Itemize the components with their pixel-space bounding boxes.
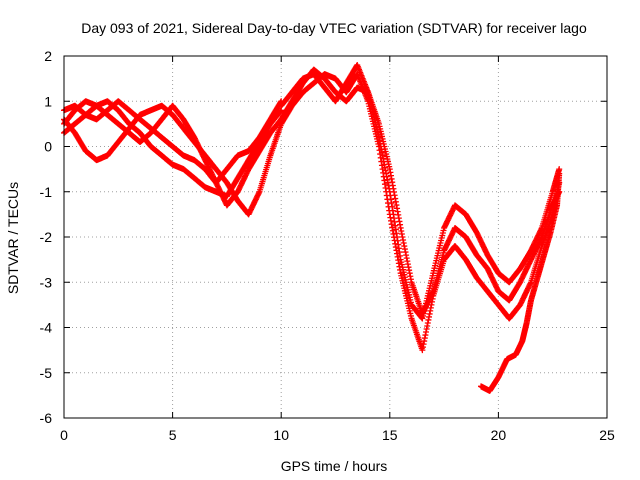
x-tick-label: 25 [599,427,615,443]
plot-frame [63,55,608,419]
x-tick-label: 10 [273,427,289,443]
x-axis-label: GPS time / hours [281,458,388,474]
y-tick-label: -2 [40,229,53,245]
series-track-d [61,98,285,209]
series-track-f [278,62,563,322]
series-layer [61,62,563,394]
x-tick-label: 15 [382,427,398,443]
series-track-b [61,102,285,218]
x-tick-label: 20 [491,427,507,443]
chart-title: Day 093 of 2021, Sidereal Day-to-day VTE… [81,20,587,36]
y-tick-label: -6 [40,410,53,426]
y-tick-label: 2 [44,48,52,64]
tick-layer: 0 5 10 15 20 25 -6 -5 -4 -3 -2 -1 0 1 2 [40,48,615,443]
x-tick-label: 0 [60,427,68,443]
y-tick-label: -3 [40,274,53,290]
data-point-marker [556,170,563,177]
y-tick-label: -5 [40,365,53,381]
y-tick-label: 1 [44,93,52,109]
series-track-h [478,170,563,394]
y-tick-label: -1 [40,184,53,200]
y-axis-label: SDTVAR / TECUs [5,182,21,294]
y-tick-label: -4 [40,320,53,336]
x-tick-label: 5 [169,427,177,443]
y-tick-label: 0 [44,139,52,155]
